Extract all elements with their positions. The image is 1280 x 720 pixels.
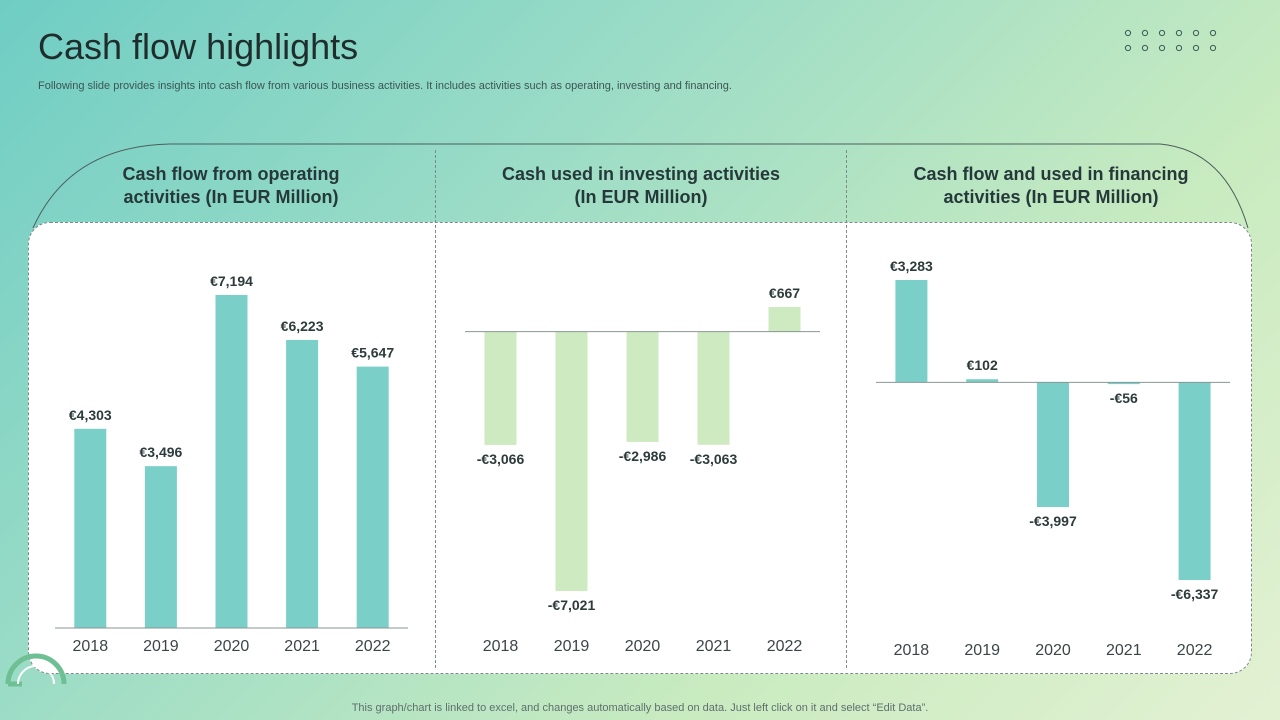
investing-chart-title: Cash used in investing activities (In EU… (441, 163, 841, 209)
financing-value-label-2020: -€3,997 (1029, 513, 1077, 529)
financing-chart-title: Cash flow and used in financing activiti… (851, 163, 1251, 209)
investing-value-label-2020: -€2,986 (619, 448, 667, 464)
investing-bar-2019 (555, 331, 588, 591)
investing-value-label-2019: -€7,021 (548, 597, 596, 613)
operating-category-label-2021: 2021 (284, 638, 320, 655)
operating-value-label-2019: €3,496 (139, 444, 182, 460)
operating-title-line-1: Cash flow from operating (122, 164, 340, 184)
operating-bar-2021 (286, 339, 319, 628)
dots-decoration (1124, 29, 1217, 52)
operating-category-label-2019: 2019 (143, 638, 179, 655)
operating-chart-title: Cash flow from operating activities (In … (31, 163, 431, 209)
financing-category-label-2020: 2020 (1035, 642, 1071, 659)
investing-bar-2018 (484, 331, 517, 445)
arch-decoration (5, 653, 67, 687)
divider-2 (846, 150, 847, 668)
financing-bar-2022 (1178, 382, 1211, 580)
page-title: Cash flow highlights (38, 26, 359, 67)
operating-value-label-2020: €7,194 (210, 273, 253, 289)
investing-value-label-2018: -€3,066 (477, 451, 525, 467)
investing-bar-2020 (626, 331, 659, 442)
operating-bar-2022 (356, 366, 389, 628)
financing-category-label-2018: 2018 (894, 642, 930, 659)
investing-bar-2021 (697, 331, 730, 445)
investing-category-label-2020: 2020 (625, 638, 661, 655)
financing-bar-2021 (1107, 382, 1140, 385)
financing-category-label-2022: 2022 (1177, 642, 1213, 659)
financing-category-label-2019: 2019 (964, 642, 1000, 659)
financing-category-label-2021: 2021 (1106, 642, 1142, 659)
investing-title-line-1: Cash used in investing activities (501, 164, 781, 184)
financing-bar-2019 (966, 379, 999, 383)
operating-value-label-2021: €6,223 (281, 318, 324, 334)
operating-category-label-2020: 2020 (214, 638, 250, 655)
operating-bar-2019 (144, 466, 177, 628)
financing-value-label-2021: -€56 (1110, 390, 1138, 406)
financing-bar-2020 (1037, 382, 1069, 508)
operating-bar-2018 (74, 428, 107, 628)
financing-value-label-2018: €3,283 (890, 258, 933, 274)
investing-title-line-2: (In EUR Million) (574, 187, 708, 207)
operating-value-label-2022: €5,647 (351, 345, 394, 361)
investing-category-label-2021: 2021 (696, 638, 732, 655)
investing-value-label-2022: €667 (769, 285, 800, 301)
operating-bar-2020 (215, 295, 248, 628)
operating-title-line-2: activities (In EUR Million) (123, 187, 339, 207)
investing-category-label-2019: 2019 (554, 638, 590, 655)
footer-note: This graph/chart is linked to excel, and… (351, 702, 929, 714)
financing-value-label-2022: -€6,337 (1171, 586, 1219, 602)
divider-1 (435, 150, 436, 668)
investing-value-label-2021: -€3,063 (690, 451, 738, 467)
financing-title-line-2: activities (In EUR Million) (943, 187, 1159, 207)
investing-category-label-2022: 2022 (767, 638, 803, 655)
operating-category-label-2018: 2018 (73, 638, 109, 655)
operating-category-label-2022: 2022 (355, 638, 391, 655)
investing-category-label-2018: 2018 (483, 638, 519, 655)
financing-value-label-2019: €102 (967, 357, 998, 373)
financing-title-line-1: Cash flow and used in financing (913, 164, 1189, 184)
page-subtitle: Following slide provides insights into c… (38, 80, 732, 92)
operating-value-label-2018: €4,303 (69, 407, 112, 423)
investing-bar-2022 (768, 307, 801, 332)
financing-bar-2018 (895, 280, 928, 383)
